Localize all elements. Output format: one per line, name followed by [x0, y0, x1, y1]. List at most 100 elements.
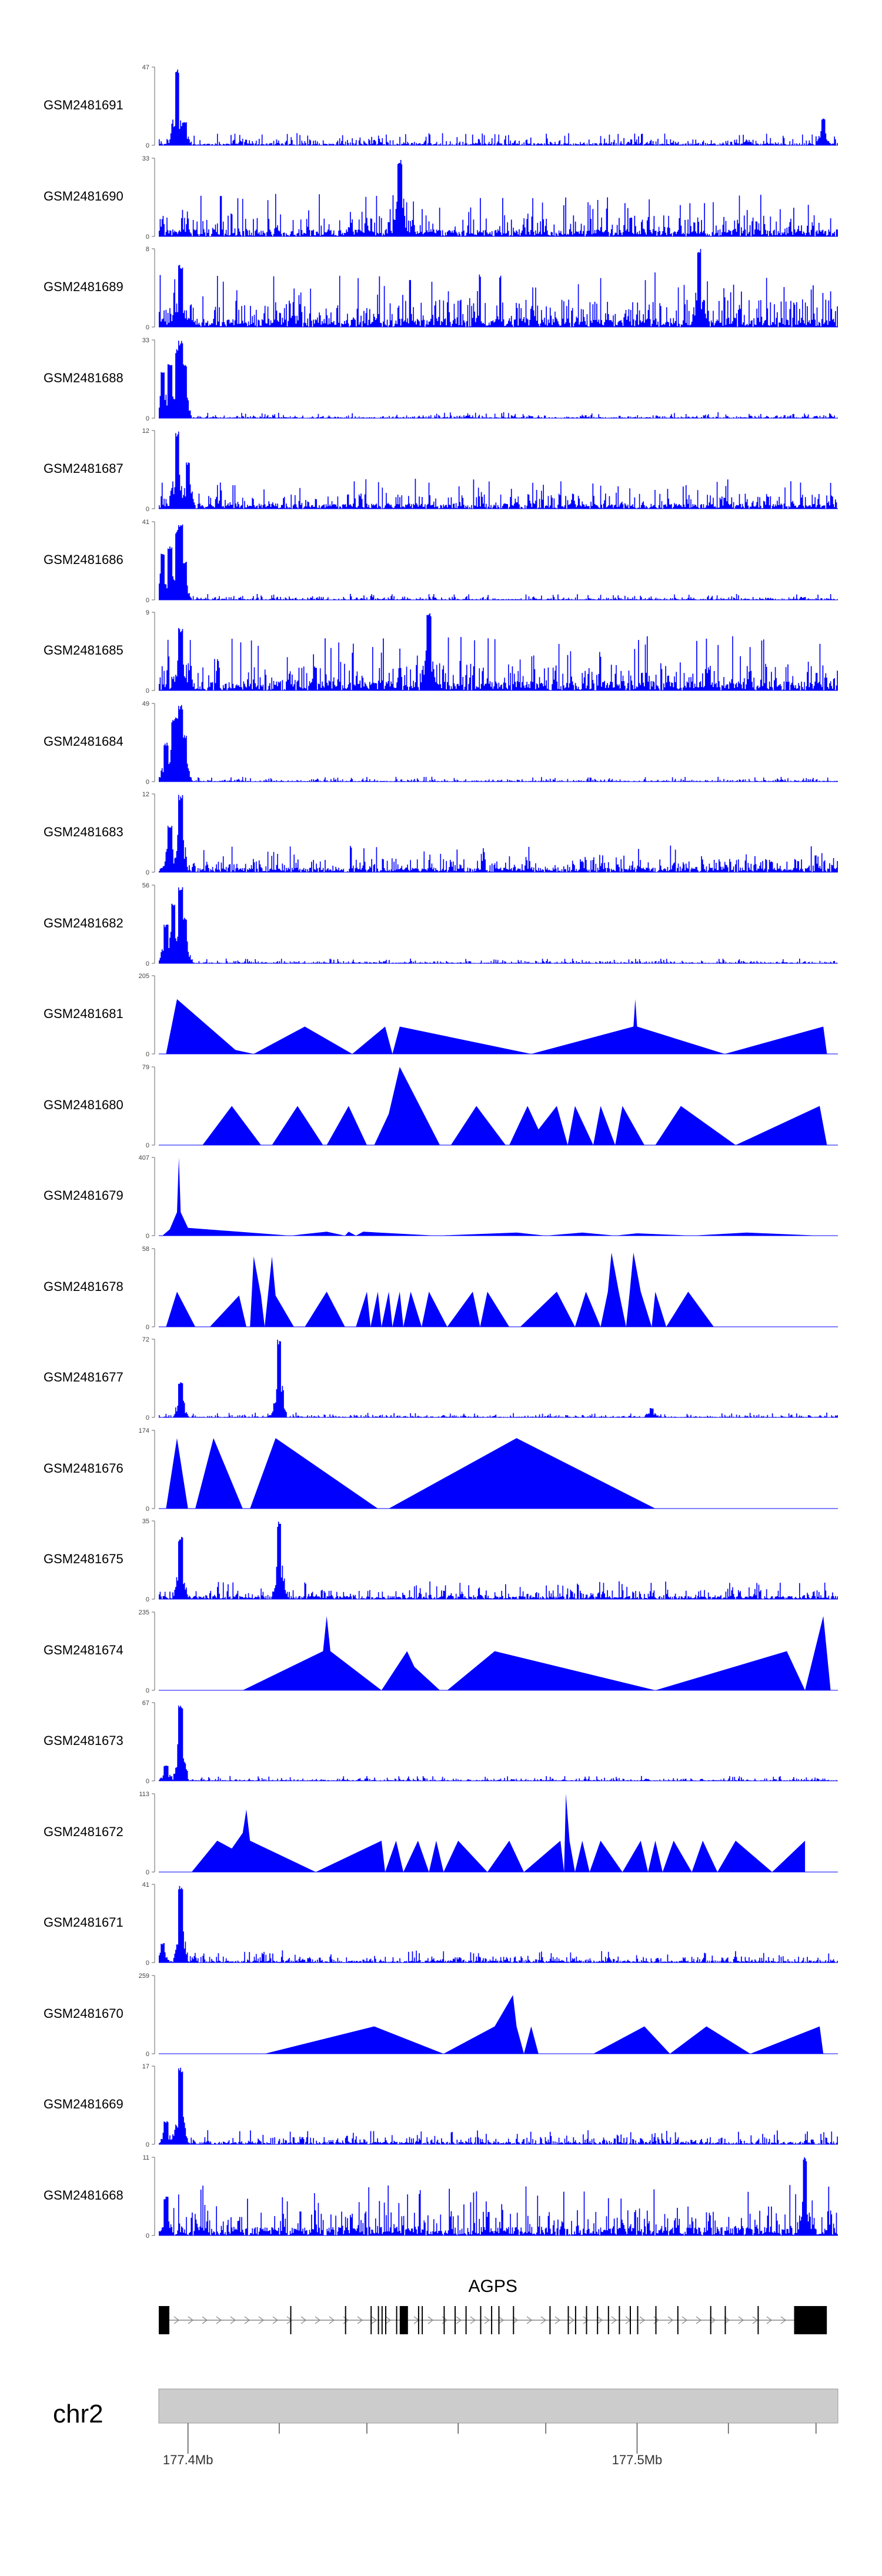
coverage-area — [159, 795, 838, 872]
strand-arrow — [766, 2316, 773, 2324]
track-label: GSM2481668 — [44, 2187, 123, 2203]
exon-block — [619, 2306, 620, 2334]
exon-block — [513, 2306, 514, 2334]
y-max-label: 33 — [142, 337, 149, 344]
exon-block — [586, 2306, 587, 2334]
strand-arrow — [244, 2316, 250, 2324]
strand-arrow — [470, 2316, 476, 2324]
strand-arrow — [343, 2316, 349, 2324]
coverage-area — [159, 340, 838, 418]
strand-arrow — [780, 2316, 787, 2324]
strand-arrow — [173, 2316, 180, 2324]
exon-block — [801, 2306, 827, 2334]
y-max-label: 33 — [142, 155, 149, 162]
y-max-label: 259 — [139, 1973, 149, 1980]
strand-arrow — [583, 2316, 589, 2324]
coverage-area — [159, 887, 838, 963]
y-max-label: 35 — [142, 1518, 149, 1525]
axis-tick-label: 177.5Mb — [612, 2452, 663, 2467]
y-max-label: 235 — [139, 1609, 149, 1616]
strand-arrow — [639, 2316, 646, 2324]
track-plot: 79 0 — [142, 1064, 838, 1149]
genome-axis: 177.4Mb 177.5Mb — [158, 2388, 838, 2467]
strand-arrow — [597, 2316, 603, 2324]
y-min-label: 0 — [146, 142, 149, 149]
track-label: GSM2481680 — [44, 1097, 123, 1112]
coverage-area — [159, 1886, 838, 1963]
exon-block — [597, 2306, 599, 2334]
exon-block — [396, 2306, 397, 2334]
track-plot: 49 0 — [142, 700, 838, 786]
track-plot: 47 0 — [142, 64, 838, 149]
track-label: GSM2481689 — [44, 279, 123, 294]
exon-block — [345, 2306, 346, 2334]
strand-arrow — [498, 2316, 505, 2324]
track-GSM2481684: GSM2481684 49 0 — [0, 698, 882, 788]
y-max-label: 41 — [142, 1881, 149, 1888]
y-min-label: 0 — [146, 1596, 149, 1603]
strand-arrow — [710, 2316, 716, 2324]
y-min-label: 0 — [146, 1051, 149, 1058]
strand-arrow — [540, 2316, 547, 2324]
track-GSM2481671: GSM2481671 41 0 — [0, 1878, 882, 1969]
track-label: GSM2481671 — [44, 1915, 123, 1930]
y-max-label: 12 — [142, 791, 149, 798]
track-label: GSM2481678 — [44, 1279, 123, 1294]
strand-arrow — [724, 2316, 730, 2324]
exon-block — [630, 2306, 631, 2334]
exon-block — [655, 2306, 657, 2334]
y-max-label: 47 — [142, 64, 149, 71]
strand-arrow — [512, 2316, 519, 2324]
track-plot: 56 0 — [142, 882, 838, 967]
track-GSM2481687: GSM2481687 12 0 — [0, 425, 882, 515]
gene-annotation-track: AGPS — [0, 2277, 882, 2338]
y-max-label: 58 — [142, 1246, 149, 1253]
gene-model: AGPS — [159, 2277, 827, 2334]
exon-block — [480, 2306, 482, 2334]
y-max-label: 113 — [139, 1791, 149, 1798]
coverage-area — [162, 1157, 820, 1236]
track-plot: 90 — [146, 609, 838, 695]
exon-block — [443, 2306, 445, 2334]
y-min-label: 0 — [146, 1414, 149, 1422]
track-label: GSM2481674 — [44, 1642, 123, 1657]
track-GSM2481691: GSM2481691 47 0 — [0, 61, 882, 152]
track-label: GSM2481670 — [44, 2006, 123, 2021]
y-min-label: 0 — [146, 233, 149, 241]
track-label: GSM2481683 — [44, 825, 123, 839]
strand-arrow — [484, 2316, 490, 2324]
coverage-area — [166, 999, 827, 1054]
coverage-area — [265, 1994, 824, 2054]
track-plot: 33 0 — [142, 337, 838, 422]
track-plot: 41 0 — [142, 1881, 838, 1967]
y-min-label: 0 — [146, 960, 149, 967]
strand-arrow — [427, 2316, 434, 2324]
track-plot: 41 0 — [142, 519, 838, 604]
track-plot: 235 0 — [139, 1609, 838, 1694]
track-GSM2481689: GSM2481689 8 0 — [0, 243, 882, 333]
exon-block — [677, 2306, 679, 2334]
exon-block — [399, 2306, 408, 2334]
track-label: GSM2481676 — [44, 1460, 123, 1476]
y-min-label: 0 — [146, 415, 149, 422]
exon-block — [567, 2306, 569, 2334]
y-max-label: 49 — [142, 700, 149, 708]
strand-arrow — [216, 2316, 222, 2324]
track-GSM2481685: GSM2481685 9 0 — [0, 606, 882, 697]
exon-block — [385, 2306, 386, 2334]
track-plot: 17 0 — [142, 2063, 838, 2148]
y-min-label: 0 — [146, 1142, 149, 1149]
y-max-label: 205 — [139, 973, 149, 980]
track-label: GSM2481691 — [44, 98, 123, 112]
strand-arrow — [286, 2316, 293, 2324]
strand-arrow — [752, 2316, 759, 2324]
y-min-label: 0 — [146, 506, 149, 513]
y-max-label: 79 — [142, 1064, 149, 1071]
track-plot: 72 0 — [142, 1336, 838, 1422]
track-label: GSM2481688 — [44, 370, 123, 385]
y-min-label: 0 — [146, 1778, 149, 1785]
coverage-area — [202, 1066, 827, 1145]
track-GSM2481677: GSM2481677 72 0 — [0, 1333, 882, 1424]
